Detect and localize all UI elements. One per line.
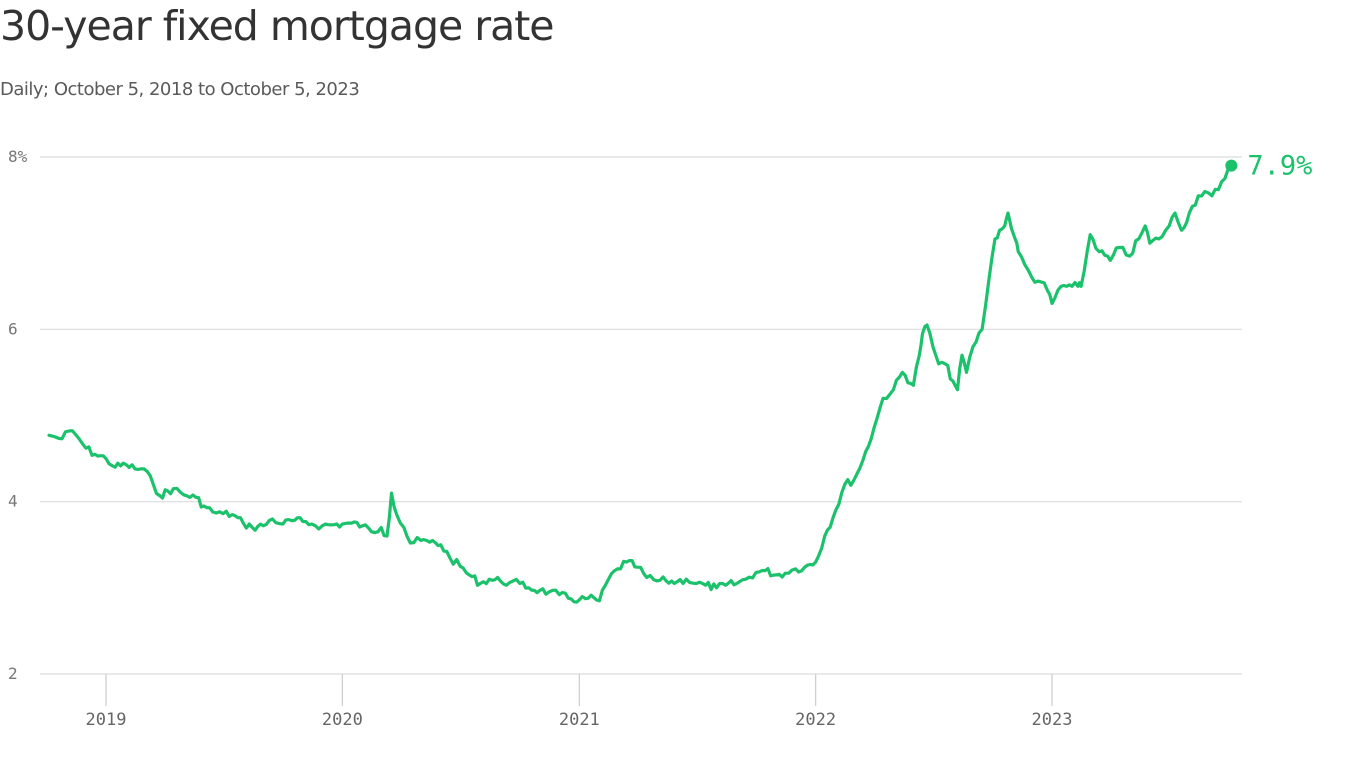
chart-title: 30-year fixed mortgage rate bbox=[0, 2, 555, 50]
x-tick-label-2023: 2023 bbox=[1032, 710, 1073, 730]
x-tick-label-2022: 2022 bbox=[795, 710, 836, 730]
x-axis: 2019 2020 2021 2022 2023 bbox=[86, 674, 1073, 730]
y-tick-label-4: 4 bbox=[8, 492, 18, 511]
x-tick-label-2019: 2019 bbox=[86, 710, 127, 730]
end-point-dot bbox=[1225, 159, 1238, 172]
x-tick-label-2021: 2021 bbox=[559, 710, 600, 730]
chart-subtitle: Daily; October 5, 2018 to October 5, 202… bbox=[0, 79, 360, 100]
y-axis: 2 4 6 8% bbox=[8, 147, 28, 683]
series-line-mortgage-rate bbox=[47, 164, 1233, 604]
x-tick-label-2020: 2020 bbox=[322, 710, 363, 730]
annotation-layer: 7.9% bbox=[1225, 151, 1312, 182]
gridlines bbox=[40, 156, 1242, 675]
series-layer bbox=[47, 164, 1233, 604]
y-tick-label-2: 2 bbox=[8, 664, 18, 683]
end-value-label: 7.9% bbox=[1247, 151, 1312, 182]
y-tick-label-8: 8% bbox=[8, 147, 28, 166]
y-tick-label-6: 6 bbox=[8, 319, 18, 338]
